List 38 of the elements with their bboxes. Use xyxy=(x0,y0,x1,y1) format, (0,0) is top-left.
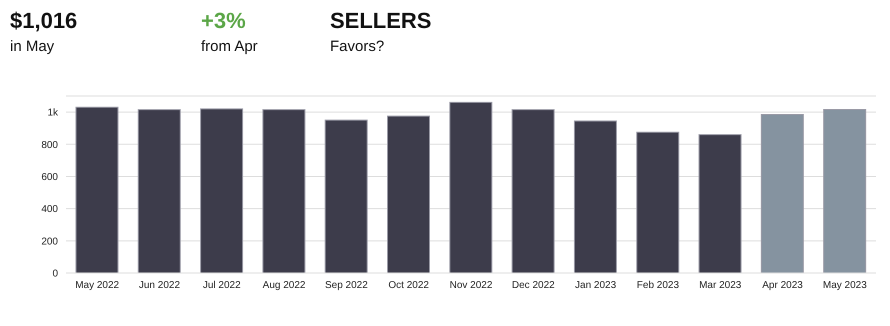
bar xyxy=(449,102,492,273)
bar xyxy=(387,116,430,273)
x-tick-label: Oct 2022 xyxy=(388,280,430,292)
x-tick-label: Feb 2023 xyxy=(636,280,680,292)
x-tick-label: Dec 2022 xyxy=(512,280,556,292)
text: SELLERS xyxy=(330,8,432,34)
bar xyxy=(823,109,866,273)
x-tick-label: Nov 2022 xyxy=(450,280,493,292)
y-tick-label: 1k xyxy=(47,108,59,119)
bar xyxy=(574,120,617,273)
x-tick-label: Mar 2023 xyxy=(699,280,742,292)
y-tick-label: 0 xyxy=(52,268,58,280)
x-tick-label: Sep 2022 xyxy=(324,280,368,292)
y-tick-label: 600 xyxy=(41,172,58,184)
bar xyxy=(324,120,368,273)
y-tick-label: 400 xyxy=(41,204,58,216)
bar xyxy=(75,106,118,273)
text: in May xyxy=(10,37,54,57)
bar xyxy=(636,132,680,273)
x-tick-label: Aug 2022 xyxy=(262,280,306,292)
bar xyxy=(200,108,244,273)
text: +3% xyxy=(201,8,246,34)
x-tick-label: Jan 2023 xyxy=(575,280,617,292)
text: from Apr xyxy=(201,37,258,57)
bar xyxy=(512,109,555,273)
bar xyxy=(760,114,804,273)
x-tick-label: Jul 2022 xyxy=(202,280,242,292)
bar xyxy=(138,109,181,273)
y-tick-label: 800 xyxy=(41,140,58,151)
x-tick-label: Jun 2022 xyxy=(138,280,180,292)
x-tick-label: May 2023 xyxy=(822,280,868,292)
text: Favors? xyxy=(330,37,384,57)
y-tick-label: 200 xyxy=(41,236,58,248)
text: $1,016 xyxy=(10,8,78,34)
x-tick-label: Apr 2023 xyxy=(762,280,804,292)
x-tick-label: May 2022 xyxy=(75,280,120,292)
bar xyxy=(698,134,742,273)
bar xyxy=(262,109,306,273)
